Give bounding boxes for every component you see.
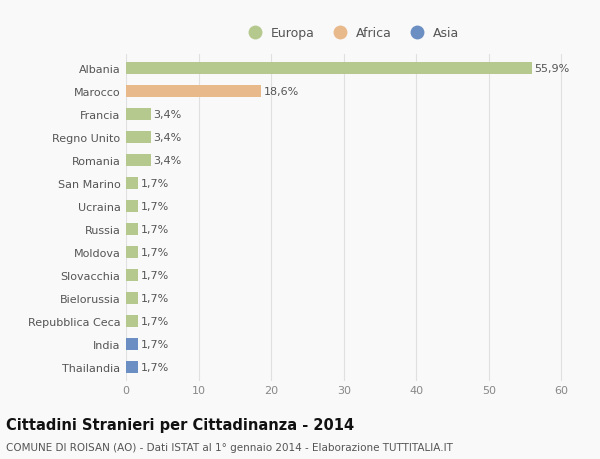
Bar <box>126 338 139 351</box>
Bar <box>126 246 139 259</box>
Text: COMUNE DI ROISAN (AO) - Dati ISTAT al 1° gennaio 2014 - Elaborazione TUTTITALIA.: COMUNE DI ROISAN (AO) - Dati ISTAT al 1°… <box>6 442 453 452</box>
Text: 3,4%: 3,4% <box>154 133 182 143</box>
Text: 1,7%: 1,7% <box>141 339 169 349</box>
Bar <box>126 269 139 282</box>
Text: 1,7%: 1,7% <box>141 202 169 212</box>
Text: 1,7%: 1,7% <box>141 270 169 280</box>
Text: 1,7%: 1,7% <box>141 224 169 235</box>
Text: 55,9%: 55,9% <box>535 64 570 74</box>
Text: 1,7%: 1,7% <box>141 293 169 303</box>
Bar <box>126 154 151 167</box>
Bar <box>126 131 151 144</box>
Legend: Europa, Africa, Asia: Europa, Africa, Asia <box>238 22 464 45</box>
Text: 1,7%: 1,7% <box>141 362 169 372</box>
Bar <box>126 223 139 236</box>
Text: 3,4%: 3,4% <box>154 110 182 120</box>
Bar <box>126 62 532 75</box>
Bar <box>126 315 139 328</box>
Text: 1,7%: 1,7% <box>141 179 169 189</box>
Bar <box>126 177 139 190</box>
Text: 1,7%: 1,7% <box>141 247 169 257</box>
Text: 1,7%: 1,7% <box>141 316 169 326</box>
Bar <box>126 85 261 98</box>
Text: Cittadini Stranieri per Cittadinanza - 2014: Cittadini Stranieri per Cittadinanza - 2… <box>6 417 354 432</box>
Text: 3,4%: 3,4% <box>154 156 182 166</box>
Text: 18,6%: 18,6% <box>264 87 299 97</box>
Bar <box>126 361 139 374</box>
Bar <box>126 200 139 213</box>
Bar <box>126 292 139 305</box>
Bar <box>126 108 151 121</box>
